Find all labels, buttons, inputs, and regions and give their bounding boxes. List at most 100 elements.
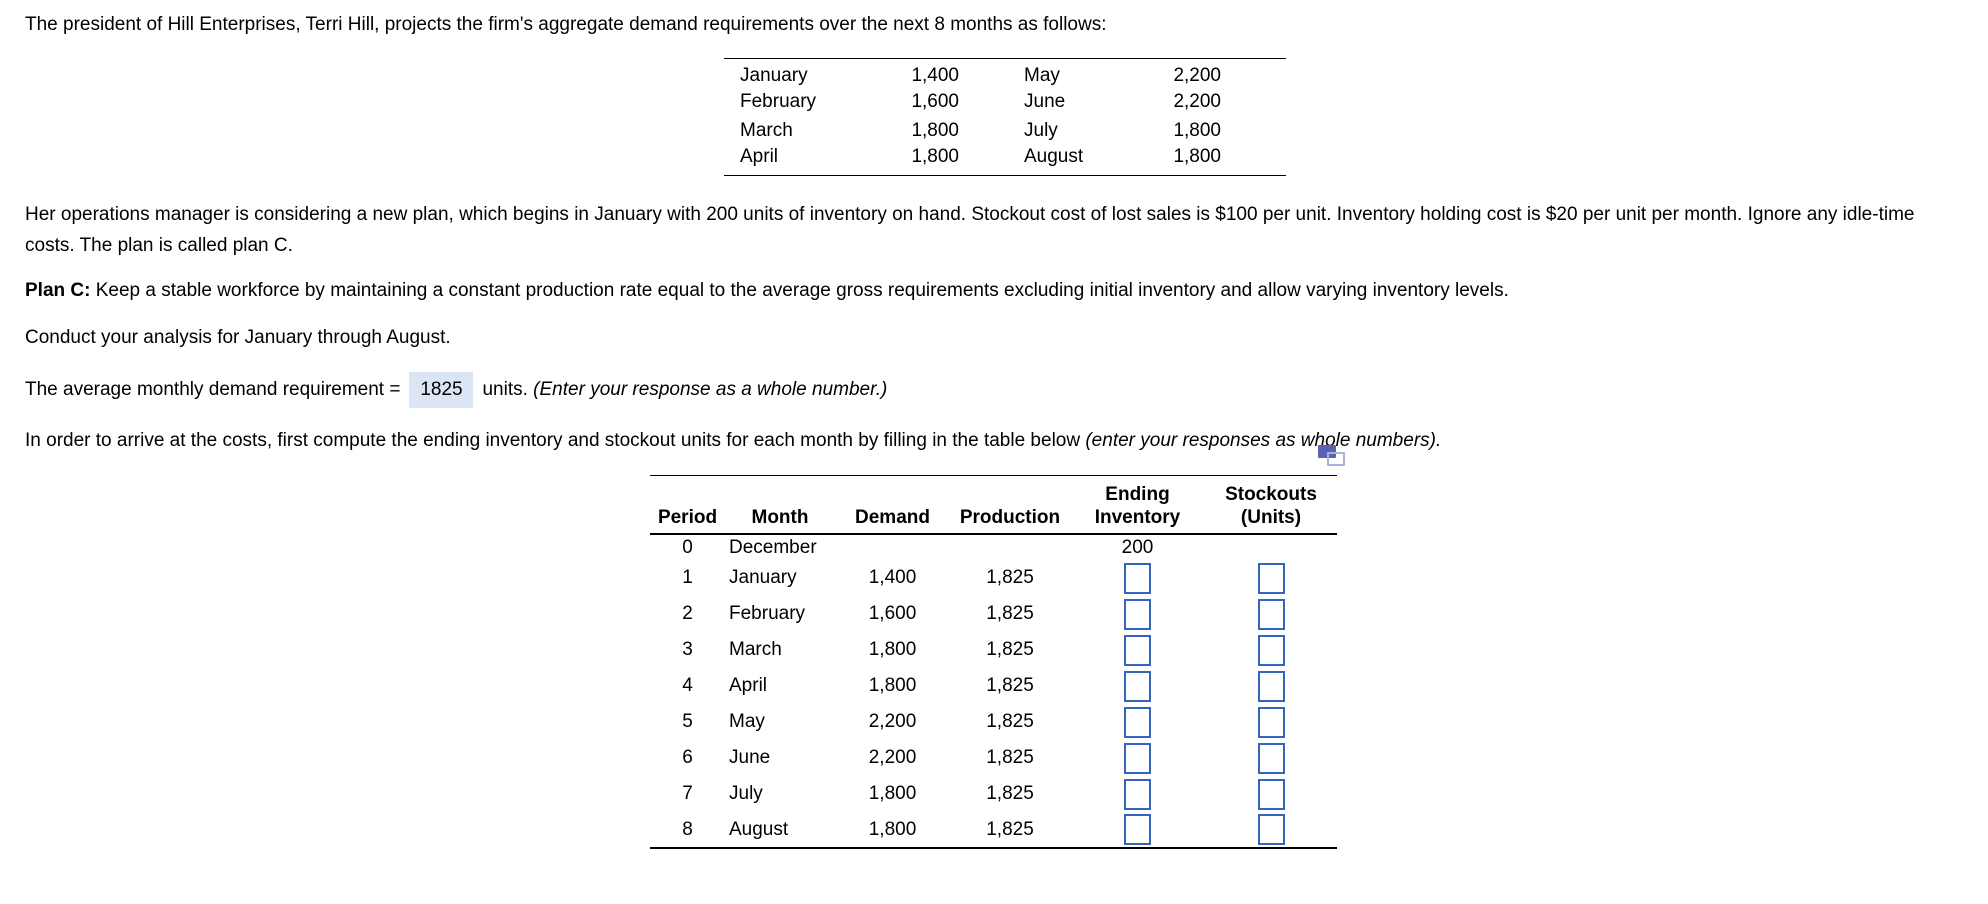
copy-icon-front-window (1327, 452, 1345, 466)
demand-cell (835, 534, 950, 560)
stockouts-cell (1205, 632, 1337, 668)
month-cell: April (729, 675, 768, 696)
period-cell: 1 (682, 567, 693, 588)
demand-month-cell: March (740, 120, 793, 141)
header-production: Production (950, 475, 1070, 535)
inventory-worksheet-table: Period Month Demand Production Ending In… (650, 475, 1337, 849)
stockouts-input[interactable] (1257, 562, 1285, 594)
stockouts-cell (1205, 534, 1337, 560)
ending-inventory-cell (1070, 668, 1205, 704)
worksheet-row: 5 May 2,200 1,825 (650, 704, 1337, 740)
header-stockouts-line2: (Units) (1240, 507, 1302, 528)
stockouts-input[interactable] (1257, 778, 1285, 810)
ending-inventory-input[interactable] (1124, 814, 1151, 845)
average-demand-input[interactable]: 1825 (409, 372, 474, 408)
plan-description: Her operations manager is considering a … (25, 204, 1915, 256)
stockouts-input[interactable] (1257, 598, 1285, 630)
ending-inventory-cell (1070, 776, 1205, 812)
conduct-analysis-line: Conduct your analysis for January throug… (25, 327, 451, 348)
demand-month-cell: August (1024, 145, 1084, 167)
period-cell: 8 (682, 818, 693, 840)
worksheet-row: 6 June 2,200 1,825 (650, 740, 1337, 776)
period-cell: 4 (682, 675, 693, 696)
period-cell: 5 (682, 711, 693, 732)
demand-cell: 1,600 (868, 603, 917, 624)
stockouts-cell (1205, 776, 1337, 812)
demand-cell: 1,400 (868, 567, 917, 588)
production-cell: 1,825 (986, 639, 1034, 660)
stockouts-cell (1205, 596, 1337, 632)
stockouts-input[interactable] (1257, 706, 1285, 738)
ending-inventory-input[interactable] (1124, 562, 1151, 594)
demand-value-cell: 1,800 (911, 145, 959, 167)
header-ending-line2: Inventory (1094, 507, 1181, 528)
ending-inventory-input[interactable] (1124, 742, 1151, 774)
demand-value-cell: 1,800 (1173, 120, 1221, 141)
demand-row: April 1,800 August 1,800 (724, 146, 1286, 176)
month-cell: February (729, 603, 806, 624)
worksheet-row: 7 July 1,800 1,825 (650, 776, 1337, 812)
worksheet-row: 8 August 1,800 1,825 (650, 812, 1337, 848)
stockouts-input[interactable] (1257, 742, 1285, 774)
ending-inventory-input[interactable] (1124, 778, 1151, 810)
demand-value-cell: 2,200 (1173, 64, 1221, 86)
header-stockouts-line1: Stockouts (1225, 484, 1317, 505)
stockouts-input[interactable] (1257, 634, 1285, 666)
demand-row: January 1,400 May 2,200 (724, 59, 1286, 88)
demand-cell: 1,800 (868, 675, 917, 696)
production-cell: 1,825 (986, 818, 1034, 840)
demand-value-cell: 1,800 (911, 120, 959, 141)
header-ending-inventory: Ending Inventory (1070, 475, 1205, 535)
demand-row: March 1,800 July 1,800 (724, 117, 1286, 146)
demand-cell: 1,800 (868, 783, 917, 804)
worksheet-row: 4 April 1,800 1,825 (650, 668, 1337, 704)
ending-inventory-input[interactable] (1124, 598, 1151, 630)
worksheet-row: 2 February 1,600 1,825 (650, 596, 1337, 632)
ending-inventory-input[interactable] (1124, 706, 1151, 738)
worksheet-header-row: Period Month Demand Production Ending In… (650, 475, 1337, 535)
plan-c-label: Plan C: (25, 280, 91, 301)
stockouts-input[interactable] (1257, 670, 1285, 702)
header-month: Month (725, 475, 835, 535)
copy-icon[interactable] (1318, 445, 1346, 469)
production-cell (950, 534, 1070, 560)
ending-inventory-input[interactable] (1124, 634, 1151, 666)
plan-c-text: Keep a stable workforce by maintaining a… (90, 280, 1509, 301)
average-demand-suffix: units. (482, 379, 528, 400)
ending-inventory-cell (1070, 740, 1205, 776)
month-cell: August (729, 818, 789, 840)
period-cell: 6 (682, 747, 693, 768)
production-cell: 1,825 (986, 747, 1034, 768)
ending-inventory-cell (1070, 704, 1205, 740)
stockouts-input[interactable] (1257, 814, 1285, 845)
initial-inventory-value: 200 (1121, 536, 1154, 558)
production-cell: 1,825 (986, 783, 1034, 804)
copy-icon-back-window (1318, 445, 1336, 458)
ending-inventory-input[interactable] (1124, 670, 1151, 702)
demand-cell: 1,800 (868, 818, 917, 840)
demand-cell: 2,200 (868, 711, 917, 732)
worksheet-row: 3 March 1,800 1,825 (650, 632, 1337, 668)
month-cell: July (729, 783, 763, 804)
header-stockouts: Stockouts (Units) (1205, 475, 1337, 535)
production-cell: 1,825 (986, 711, 1034, 732)
ending-inventory-cell (1070, 632, 1205, 668)
month-cell: May (729, 711, 765, 732)
month-cell: June (729, 747, 771, 768)
demand-month-cell: January (740, 64, 808, 86)
demand-month-cell: February (740, 91, 817, 112)
period-cell: 0 (682, 536, 693, 558)
average-demand-line: The average monthly demand requirement =… (25, 371, 887, 409)
header-period: Period (650, 475, 725, 535)
demand-cell: 1,800 (868, 639, 917, 660)
ending-inventory-cell (1070, 560, 1205, 596)
month-cell: March (729, 639, 782, 660)
plan-c-line: Plan C: Keep a stable workforce by maint… (25, 278, 1509, 304)
demand-value-cell: 1,400 (911, 64, 959, 86)
production-cell: 1,825 (986, 675, 1034, 696)
period-cell: 2 (682, 603, 693, 624)
month-cell: December (729, 536, 817, 558)
demand-value-cell: 1,800 (1173, 145, 1221, 167)
demand-cell: 2,200 (868, 747, 917, 768)
header-ending-line1: Ending (1105, 484, 1170, 505)
